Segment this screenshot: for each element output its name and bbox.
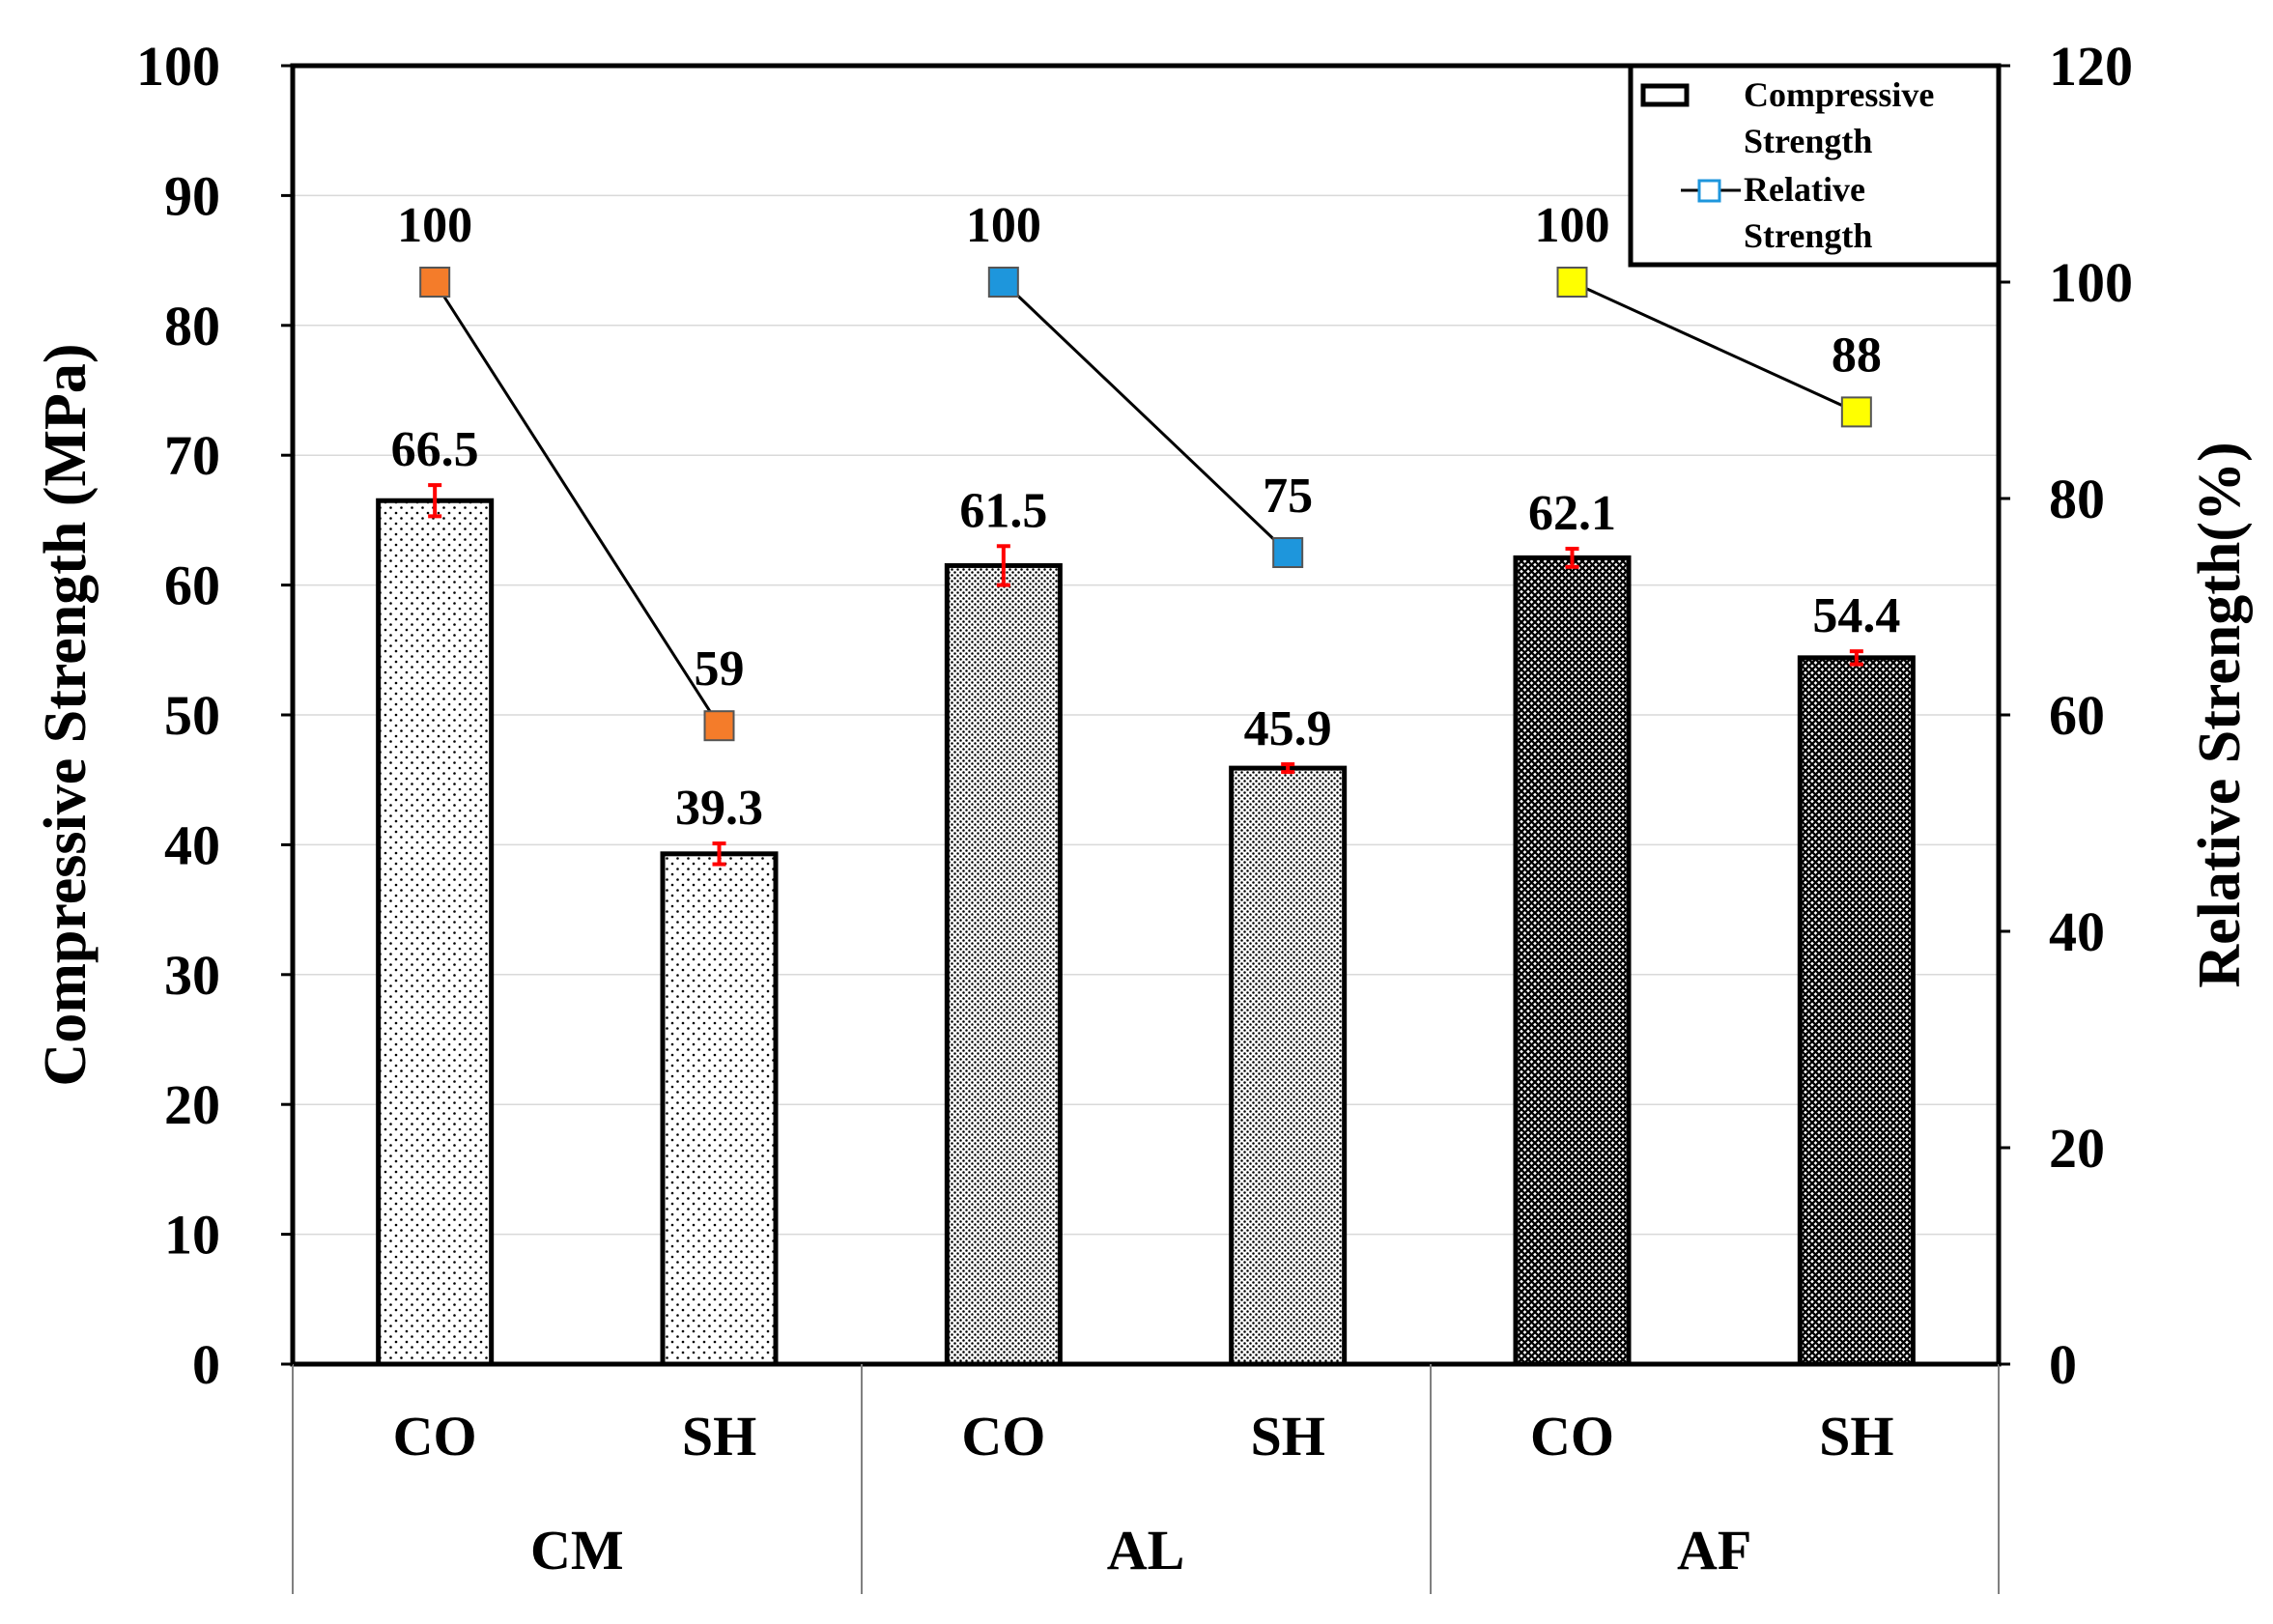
right-axis-title: Relative Strength(%) (2187, 442, 2253, 987)
left-tick-label: 70 (164, 424, 220, 487)
relative-marker (703, 710, 735, 742)
bar-af-sh (1797, 655, 1916, 1367)
x-group-label: AF (1677, 1519, 1751, 1581)
right-y-axis: 0 20 40 60 80 100 120 (1999, 35, 2133, 1396)
relative-value-label: 100 (1535, 198, 1610, 253)
error-bar (1849, 649, 1863, 667)
right-tick-label: 120 (2049, 35, 2133, 98)
relative-value-label: 75 (1263, 469, 1313, 524)
bar-al-co (944, 562, 1063, 1367)
relative-value-label: 88 (1832, 328, 1882, 383)
x-category-label: SH (1819, 1405, 1893, 1467)
right-tick-label: 100 (2049, 251, 2133, 314)
right-tick-label: 20 (2049, 1117, 2105, 1180)
bar-value-label: 62.1 (1528, 486, 1616, 541)
left-tick-label: 80 (164, 295, 220, 357)
x-axis-separators (292, 1364, 2000, 1594)
x-category-label: CO (1530, 1405, 1614, 1467)
left-y-axis: 0 10 20 30 40 50 60 70 80 90 100 (136, 35, 293, 1396)
x-group-label: CM (530, 1519, 624, 1581)
relative-marker (1840, 396, 1872, 428)
left-tick-label: 0 (192, 1333, 220, 1396)
left-tick-label: 10 (164, 1204, 220, 1267)
relative-line-cm (433, 281, 721, 727)
x-category-label: SH (682, 1405, 756, 1467)
left-tick-label: 30 (164, 944, 220, 1007)
error-bar (996, 544, 1010, 587)
left-tick-label: 60 (164, 555, 220, 617)
left-tick-label: 40 (164, 813, 220, 876)
bar-value-label: 45.9 (1244, 701, 1332, 756)
error-bar (428, 483, 442, 519)
right-tick-label: 60 (2049, 684, 2105, 747)
legend-item-2-line2: Strength (1744, 216, 1872, 255)
bars-layer (376, 498, 1916, 1367)
relative-line-af (1571, 280, 1858, 413)
left-tick-label: 20 (164, 1073, 220, 1136)
bar-af-co (1513, 555, 1632, 1367)
markers-layer (419, 267, 1872, 742)
relative-line-al (1002, 280, 1290, 555)
relative-marker (419, 267, 451, 298)
left-tick-label: 90 (164, 164, 220, 227)
data-labels-layer: 66.5 39.3 61.5 45.9 62.1 54.4 100 59 100 75 100 88 (391, 198, 1901, 836)
relative-marker (987, 267, 1019, 298)
x-category-label: CO (393, 1405, 477, 1467)
legend-item-1-line2: Strength (1744, 122, 1872, 160)
bar-value-label: 61.5 (959, 483, 1047, 538)
bar-value-label: 66.5 (391, 422, 479, 477)
bar-cm-sh (660, 851, 779, 1367)
relative-value-label: 100 (966, 198, 1041, 253)
right-tick-label: 0 (2049, 1333, 2077, 1396)
relative-value-label: 59 (695, 641, 745, 697)
bar-value-label: 54.4 (1812, 588, 1900, 643)
legend-marker-swatch (1697, 179, 1721, 203)
x-category-label: CO (961, 1405, 1045, 1467)
bar-value-label: 39.3 (675, 781, 763, 836)
right-tick-label: 80 (2049, 468, 2105, 530)
legend: Compressive Strength Relative Strength (1628, 63, 2002, 268)
gridlines (293, 194, 1999, 1236)
relative-marker (1556, 267, 1588, 298)
relative-lines-layer (433, 280, 1858, 727)
left-tick-label: 100 (136, 35, 220, 98)
error-bars-layer (428, 483, 1863, 867)
left-tick-label: 50 (164, 684, 220, 747)
x-group-label: AL (1107, 1519, 1185, 1581)
bar-al-sh (1229, 765, 1348, 1367)
legend-item-2-line1: Relative (1744, 170, 1865, 209)
bar-cm-co (376, 498, 495, 1367)
x-axis-labels-layer: CO SH CO SH CO SH CM AL AF (393, 1405, 1894, 1581)
relative-marker (1272, 537, 1304, 568)
left-axis-title: Compressive Strength (MPa) (33, 343, 99, 1086)
error-bar (1281, 762, 1295, 775)
error-bar (1565, 546, 1579, 569)
relative-value-label: 100 (397, 198, 472, 253)
legend-box (1628, 63, 2002, 268)
legend-bar-swatch (1640, 83, 1690, 107)
x-category-label: SH (1250, 1405, 1324, 1467)
error-bar (712, 841, 726, 867)
right-tick-label: 40 (2049, 900, 2105, 963)
legend-item-1-line1: Compressive (1744, 75, 1934, 114)
